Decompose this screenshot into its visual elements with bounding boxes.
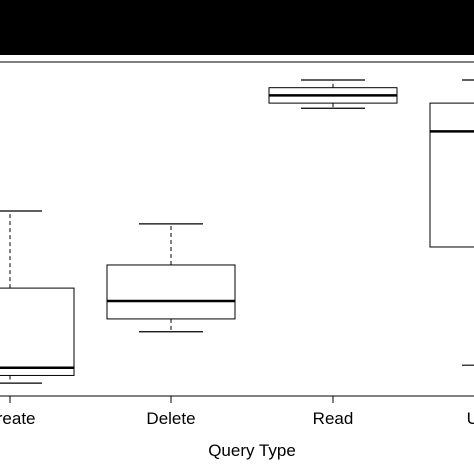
box-read <box>268 79 398 109</box>
boxes-layer <box>0 79 474 384</box>
x-axis: Create Delete Read Update <box>0 396 474 428</box>
box-update <box>429 79 474 366</box>
iqr-box-create <box>0 287 75 376</box>
x-tick-label-update: Update <box>467 409 474 428</box>
box-delete <box>106 223 236 333</box>
x-tick-label-delete: Delete <box>146 409 195 428</box>
x-tick-label-read: Read <box>313 409 354 428</box>
top-black-band <box>0 0 474 55</box>
x-axis-title: Query Type <box>208 441 296 460</box>
iqr-box-update <box>429 102 474 248</box>
x-tick-label-create: Create <box>0 409 36 428</box>
iqr-box-delete <box>106 264 236 320</box>
plot-frame <box>0 61 474 397</box>
box-create <box>0 210 75 384</box>
